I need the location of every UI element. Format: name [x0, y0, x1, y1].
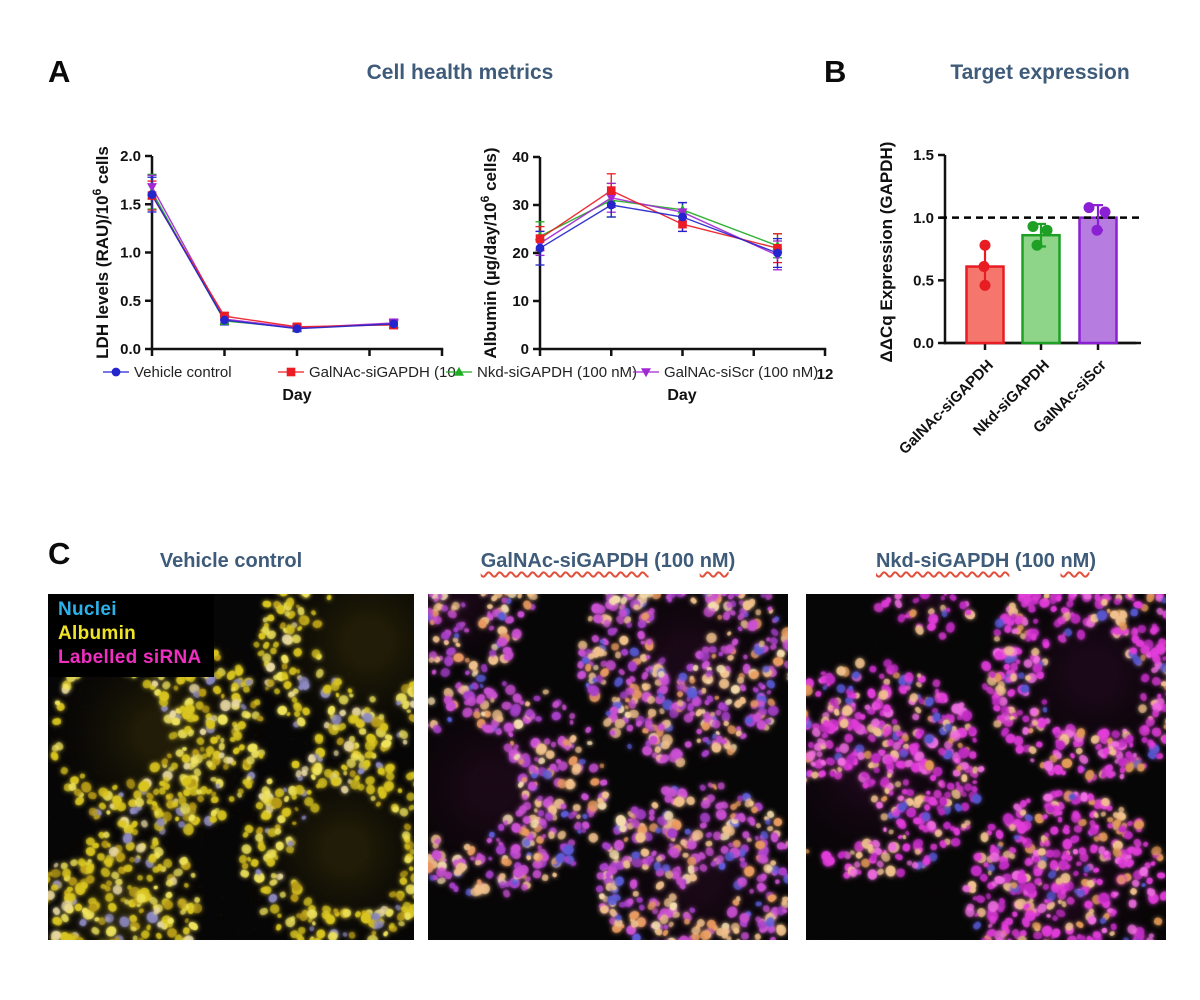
y-tick-label: 40: [512, 149, 529, 166]
legend-entry: Vehicle control: [103, 360, 232, 384]
stain-legend-item: Albumin: [58, 623, 137, 644]
series-line: [539, 189, 778, 249]
scatter-dot: [1091, 224, 1103, 236]
y-tick-label: 20: [512, 245, 529, 262]
bar: [1021, 233, 1061, 345]
albumin-chart: 010203040036912Albumin (µg/day/106 cells…: [478, 147, 833, 383]
data-marker: [606, 194, 617, 203]
panel-c-label: C: [48, 536, 71, 571]
micro-title-text: nM: [699, 550, 729, 572]
bar: [1078, 216, 1118, 345]
data-marker: [641, 368, 651, 378]
data-marker: [389, 319, 399, 329]
y-tick-label: 10: [512, 293, 529, 310]
series-line: [151, 194, 394, 330]
legend-label: GalNAc-siScr (100 nM): [664, 363, 819, 381]
stain-legend-item: Nuclei: [58, 599, 117, 620]
microscopy-image-nkd-sigapdh: [806, 594, 1166, 940]
microscopy-image-galnac-sigapdh: [428, 594, 788, 940]
scatter-dot: [1041, 224, 1053, 236]
legend-entry: GalNAc-siScr (100 nM): [633, 360, 818, 384]
triangle-up-legend-marker-icon: [446, 366, 472, 376]
y-tick-label: 0: [521, 341, 529, 358]
charts-svg: 0.00.51.01.52.0036912LDH levels (RAU)/10…: [90, 142, 1142, 458]
data-marker: [773, 248, 782, 258]
micro-title-text: nM: [1060, 550, 1090, 572]
data-marker: [606, 186, 616, 195]
y-tick-label: 30: [512, 197, 529, 214]
data-marker: [111, 367, 121, 377]
micro-title-nkd-sigapdh: Nkd-siGAPDH (100 nM): [806, 550, 1166, 573]
scatter-dot: [978, 261, 990, 273]
target-expression-chart: 0.00.51.01.5GalNAc-siGAPDHNkd-siGAPDHGal…: [877, 142, 1142, 458]
panel-b-label: B: [824, 54, 847, 89]
scatter-dot: [1027, 220, 1039, 232]
micro-title-text: GalNAc-siGAPDH: [480, 550, 649, 572]
data-marker: [535, 243, 545, 253]
y-tick-label: 2.0: [120, 148, 141, 165]
data-marker: [292, 324, 302, 334]
ldh-xaxis-title: Day: [282, 387, 312, 404]
ldh-levels-chart: 0.00.51.01.52.0036912LDH levels (RAU)/10…: [90, 146, 450, 383]
legend-entry: GalNAc-siGAPDH (10: [278, 360, 456, 384]
panel-b-title: Target expression: [950, 61, 1130, 84]
scatter-dot: [979, 279, 991, 291]
scatter-dot: [1099, 206, 1111, 218]
y-tick-label: 1.5: [120, 196, 141, 213]
series-line: [151, 195, 394, 328]
data-marker: [286, 367, 296, 377]
series-line: [539, 204, 778, 254]
panel-a-label: A: [48, 54, 71, 89]
legend-label: GalNAc-siGAPDH (10: [309, 363, 456, 381]
y-axis-title: LDH levels (RAU)/106 cells: [90, 146, 112, 359]
y-tick-label: 0.0: [120, 341, 141, 358]
y-axis-title: Albumin (µg/day/106 cells): [478, 147, 500, 358]
x-category-label: GalNAc-siGAPDH: [896, 357, 997, 458]
y-tick-label: 1.5: [913, 147, 934, 164]
y-tick-label: 0.5: [913, 273, 934, 290]
square-legend-marker-icon: [278, 367, 304, 377]
legend-entry: Nkd-siGAPDH (100 nM): [446, 360, 637, 384]
stain-legend-box: Nuclei Albumin Labelled siRNA: [48, 594, 214, 677]
micro-title-text: ): [728, 550, 736, 572]
x-tick-label: 12: [817, 366, 834, 383]
triangle-down-legend-marker-icon: [633, 368, 659, 378]
circle-legend-marker-icon: [103, 367, 129, 377]
micro-title-text: (100: [648, 550, 700, 572]
data-marker: [678, 212, 687, 222]
data-marker: [454, 366, 464, 376]
micro-title-galnac-sigapdh: GalNAc-siGAPDH (100 nM): [428, 550, 788, 573]
series-line: [539, 197, 778, 257]
data-marker: [220, 315, 229, 325]
y-tick-label: 0.5: [120, 293, 141, 310]
data-marker: [606, 200, 616, 210]
micro-title-text: Nkd-siGAPDH: [875, 550, 1010, 572]
y-tick-label: 1.0: [120, 245, 141, 262]
micro-title-vehicle-control: Vehicle control: [51, 550, 411, 573]
legend-label: Nkd-siGAPDH (100 nM): [477, 363, 638, 381]
scatter-dot: [979, 239, 991, 251]
data-marker: [773, 243, 782, 253]
y-tick-label: 0.0: [913, 335, 934, 352]
data-marker: [147, 190, 157, 200]
scatter-dot: [1031, 239, 1043, 251]
albumin-xaxis-title: Day: [667, 387, 697, 404]
micro-title-text: Vehicle control: [159, 550, 303, 572]
y-tick-label: 1.0: [913, 210, 934, 227]
stain-legend-item: Labelled siRNA: [58, 647, 202, 668]
data-marker: [678, 219, 687, 229]
legend-label: Vehicle control: [134, 363, 232, 381]
data-marker: [535, 234, 545, 243]
micro-title-text: ): [1089, 550, 1097, 572]
y-axis-title: ΔΔCq Expression (GAPDH): [877, 142, 896, 363]
panel-a-title: Cell health metrics: [366, 61, 554, 84]
scatter-dot: [1083, 202, 1095, 214]
data-marker: [147, 183, 157, 193]
micro-title-text: (100: [1009, 550, 1061, 572]
series-legend: Vehicle control GalNAc-siGAPDH (10 Nkd-siG…: [103, 360, 818, 384]
series-line: [151, 191, 394, 329]
